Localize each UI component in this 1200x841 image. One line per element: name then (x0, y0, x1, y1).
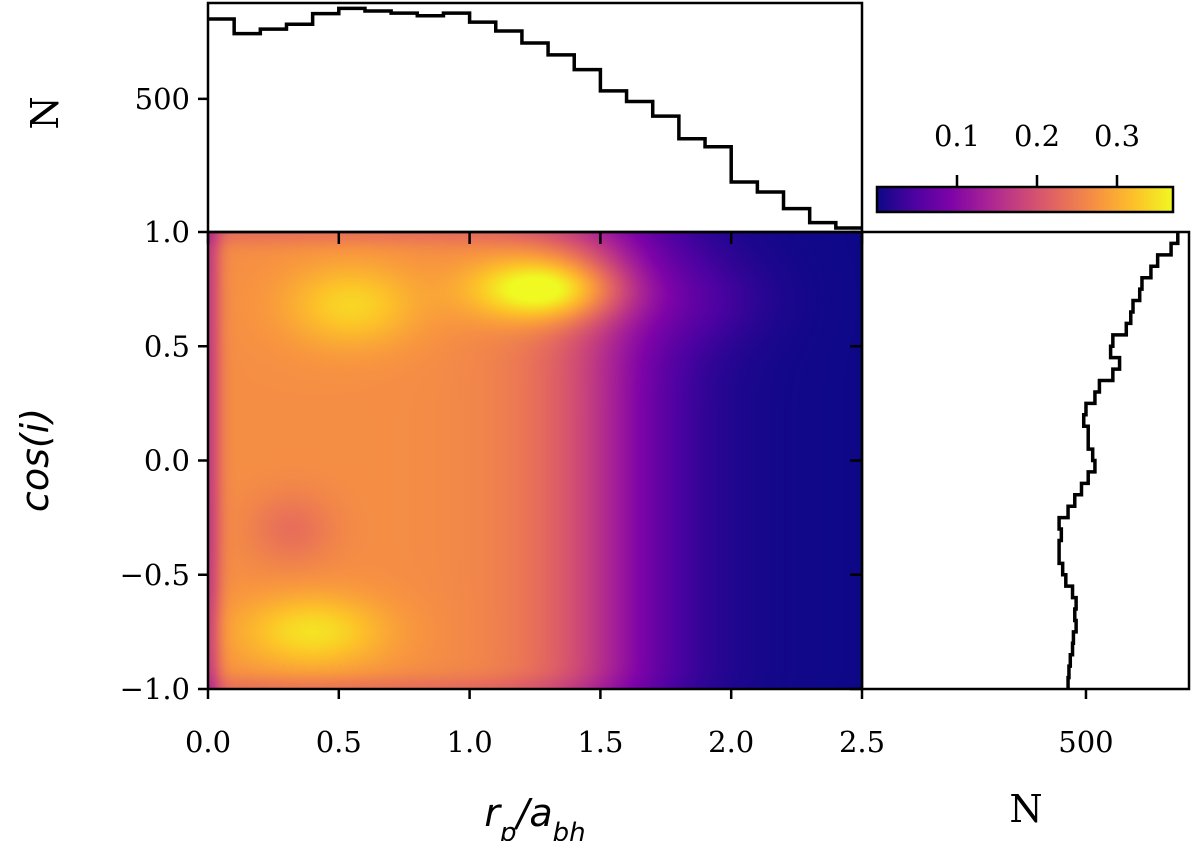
right-histogram-ticks: 500 (1058, 689, 1114, 759)
right-histogram-x-title: N (1009, 787, 1042, 831)
y-tick-labels: −1.0 −0.5 0.0 0.5 1.0 (120, 215, 190, 706)
colorbar-tick-label: 0.2 (1014, 119, 1060, 153)
density-heatmap (208, 232, 862, 689)
right-histogram-step-line (1057, 232, 1180, 689)
x-tick-labels: 0.0 0.5 1.0 1.5 2.0 2.5 (185, 725, 885, 759)
colorbar-tick-label: 0.3 (1094, 119, 1140, 153)
top-histogram-ticks: 500 (135, 82, 208, 116)
top-histogram-step-line (208, 6, 862, 230)
y-tick-label: 0.5 (144, 329, 190, 363)
right-histogram-x-tick-label: 500 (1058, 725, 1113, 759)
x-tick-label: 2.5 (839, 725, 885, 759)
top-histogram-y-tick-label: 500 (135, 82, 190, 116)
y-tick-label: 1.0 (144, 215, 190, 249)
y-tick-label: −0.5 (120, 558, 190, 592)
y-tick-label: −1.0 (120, 672, 190, 706)
colorbar-ticks: 0.1 0.2 0.3 (934, 119, 1140, 187)
y-tick-label: 0.0 (144, 444, 190, 478)
right-histogram-frame (860, 230, 1191, 691)
x-tick-label: 2.0 (708, 725, 754, 759)
x-tick-label: 0.0 (185, 725, 231, 759)
top-histogram-frame (206, 1, 864, 234)
density-heatmap-image (208, 232, 862, 689)
x-tick-label: 1.5 (577, 725, 623, 759)
colorbar (875, 185, 1175, 214)
colorbar-tick-label: 0.1 (934, 119, 980, 153)
x-tick-label: 1.0 (447, 725, 493, 759)
x-axis-title: rp/abh (484, 791, 585, 841)
top-histogram-y-title: N (23, 96, 67, 129)
x-tick-label: 0.5 (316, 725, 362, 759)
y-axis-title: cos(i) (13, 408, 57, 512)
